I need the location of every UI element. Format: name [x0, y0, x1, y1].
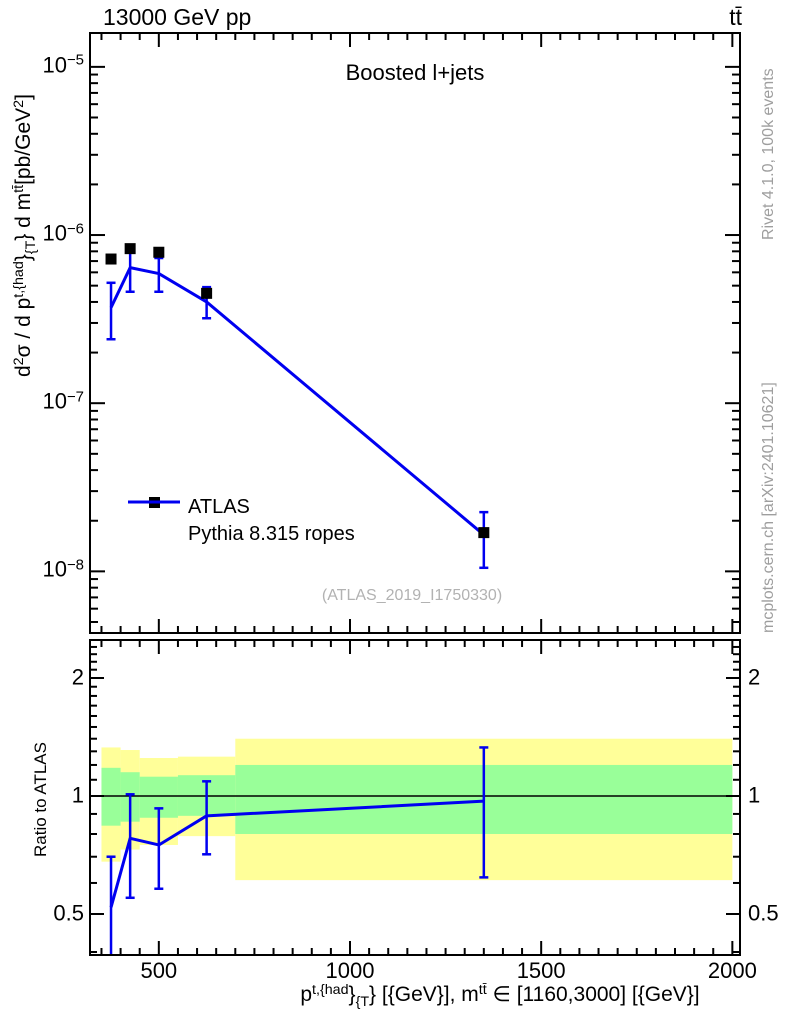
ratio-line [106, 746, 489, 954]
legend: ATLAS Pythia 8.315 ropes [126, 494, 355, 548]
y-tick-label: 10−7 [42, 388, 84, 414]
legend-label: Pythia 8.315 ropes [188, 523, 355, 545]
atlas-data-point [478, 527, 490, 539]
ratio-tick-label-left: 2 [71, 664, 84, 690]
main-frame [89, 32, 741, 634]
analysis-watermark: (ATLAS_2019_I1750330) [321, 587, 503, 604]
atlas-data-point [105, 253, 117, 265]
y-tick-label: 10−6 [42, 220, 84, 246]
ratio-tick-label-left: 1 [71, 782, 84, 808]
x-tick-label: 2000 [707, 958, 757, 983]
x-tick-label: 1000 [325, 958, 375, 983]
ratio-frame [89, 639, 741, 956]
plot-title: Boosted l+jets [345, 60, 485, 85]
legend-label: ATLAS [188, 496, 250, 518]
process-label: tt̄ [729, 4, 742, 30]
ratio-tick-label-right: 1 [748, 782, 761, 808]
axis-ticks [91, 34, 739, 954]
atlas-markers [105, 243, 490, 539]
y-tick-label: 10−8 [42, 556, 84, 583]
atlas-data-point [201, 287, 213, 299]
atlas-data-point [124, 243, 136, 255]
ratio-axis-label: Ratio to ATLAS [31, 742, 50, 857]
legend-entry: Pythia 8.315 ropes [126, 500, 355, 548]
mcplots-credit-label: mcplots.cern.ch [arXiv:2401.10621] [760, 382, 777, 633]
atlas-data-point [153, 246, 165, 258]
x-axis-label: pt,{had}{T} [{GeV}], mtt̄ ∈ [1160,3000] … [300, 981, 700, 1011]
beam-energy-label: 13000 GeV pp [103, 4, 252, 30]
ratio-tick-label-left: 0.5 [53, 900, 84, 926]
x-tick-label: 1500 [516, 958, 566, 983]
ratio-tick-label-right: 0.5 [748, 900, 779, 926]
y-tick-label: 10−5 [42, 52, 84, 78]
rivet-version-label: Rivet 4.1.0, 100k events [760, 68, 777, 240]
uncertainty-bands [101, 738, 733, 881]
panel-frames [89, 32, 741, 956]
ratio-tick-label-right: 2 [748, 664, 761, 690]
x-tick-label: 500 [140, 958, 178, 983]
y-axis-label: d2σ / d pt,{had}{T} d mtt̄[pb/GeV2] [10, 94, 40, 377]
